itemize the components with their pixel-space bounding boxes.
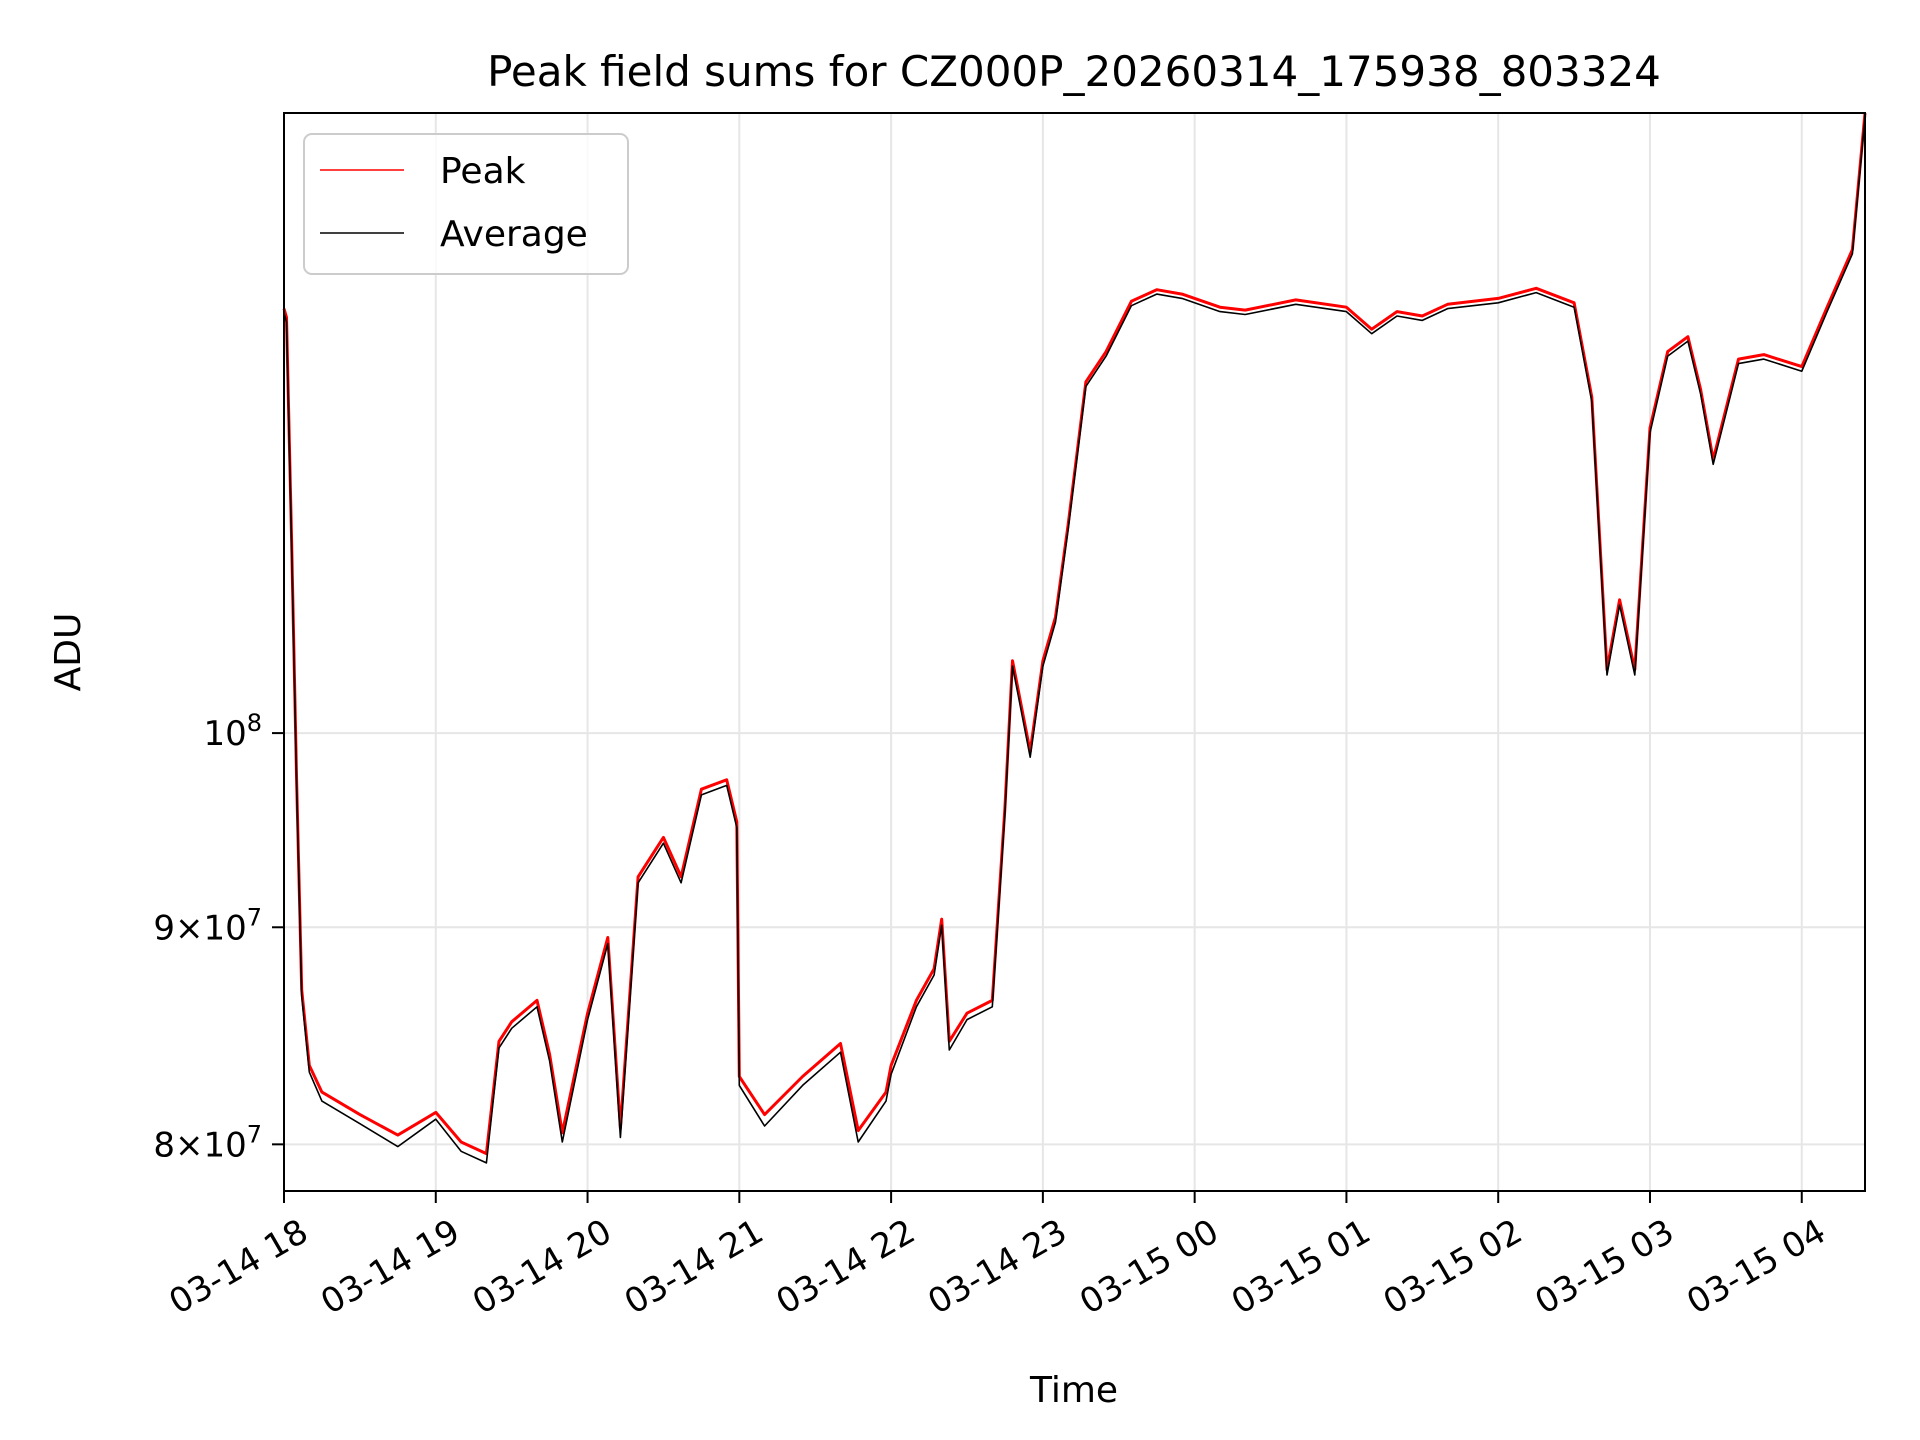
x-axis-label: Time — [1029, 1370, 1118, 1411]
chart-title: Peak field sums for CZ000P_20260314_1759… — [487, 47, 1661, 96]
legend-box — [303, 133, 629, 275]
legend-label-average: Average — [440, 214, 588, 255]
plot-area-frame — [283, 112, 1866, 1192]
series-line-average — [283, 116, 1866, 1164]
grid — [283, 113, 1865, 1191]
legend: Peak Average — [303, 133, 629, 275]
y-axis-label: ADU — [48, 613, 89, 692]
y-tick-label: 9×107 — [153, 903, 262, 948]
y-tick-label: 8×107 — [153, 1120, 262, 1165]
y-axis-ticks: 8×107 9×107 108 — [153, 709, 284, 1165]
series-lines — [282, 112, 1867, 1164]
series-line-peak — [282, 112, 1867, 1156]
y-tick-label: 108 — [203, 709, 262, 754]
legend-label-peak: Peak — [440, 151, 526, 192]
